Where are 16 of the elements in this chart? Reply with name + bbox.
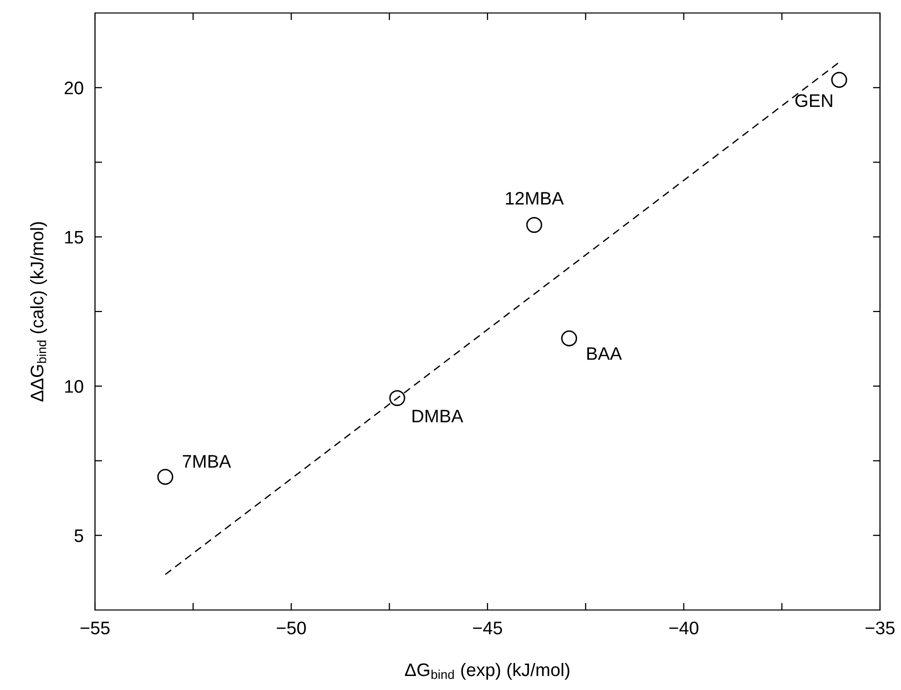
x-tick-label: −55	[80, 622, 110, 634]
annotation: BAA	[587, 347, 622, 360]
annotation: DMBA	[412, 410, 464, 422]
annotation: GEN	[795, 94, 832, 108]
y-tick-label: 20	[64, 82, 84, 94]
y-tick-label: 10	[65, 380, 84, 393]
x-tick-label: −35	[866, 622, 895, 634]
y-tick-label: 15	[65, 230, 84, 244]
x-tick-label: −40	[669, 622, 698, 634]
annotation: 7MBA	[182, 455, 232, 468]
x-axis-title: ΔG$_{bind}$ (exp) (kJ/mol)	[404, 662, 570, 680]
x-tick-label: −45	[473, 622, 502, 634]
x-tick-label: −50	[276, 622, 306, 634]
annotation: 12MBA	[506, 192, 564, 205]
y-axis-title: ΔΔG$_{bind}$ (calc) (kJ/mol)	[30, 222, 47, 402]
y-tick-label: 5	[74, 529, 84, 542]
